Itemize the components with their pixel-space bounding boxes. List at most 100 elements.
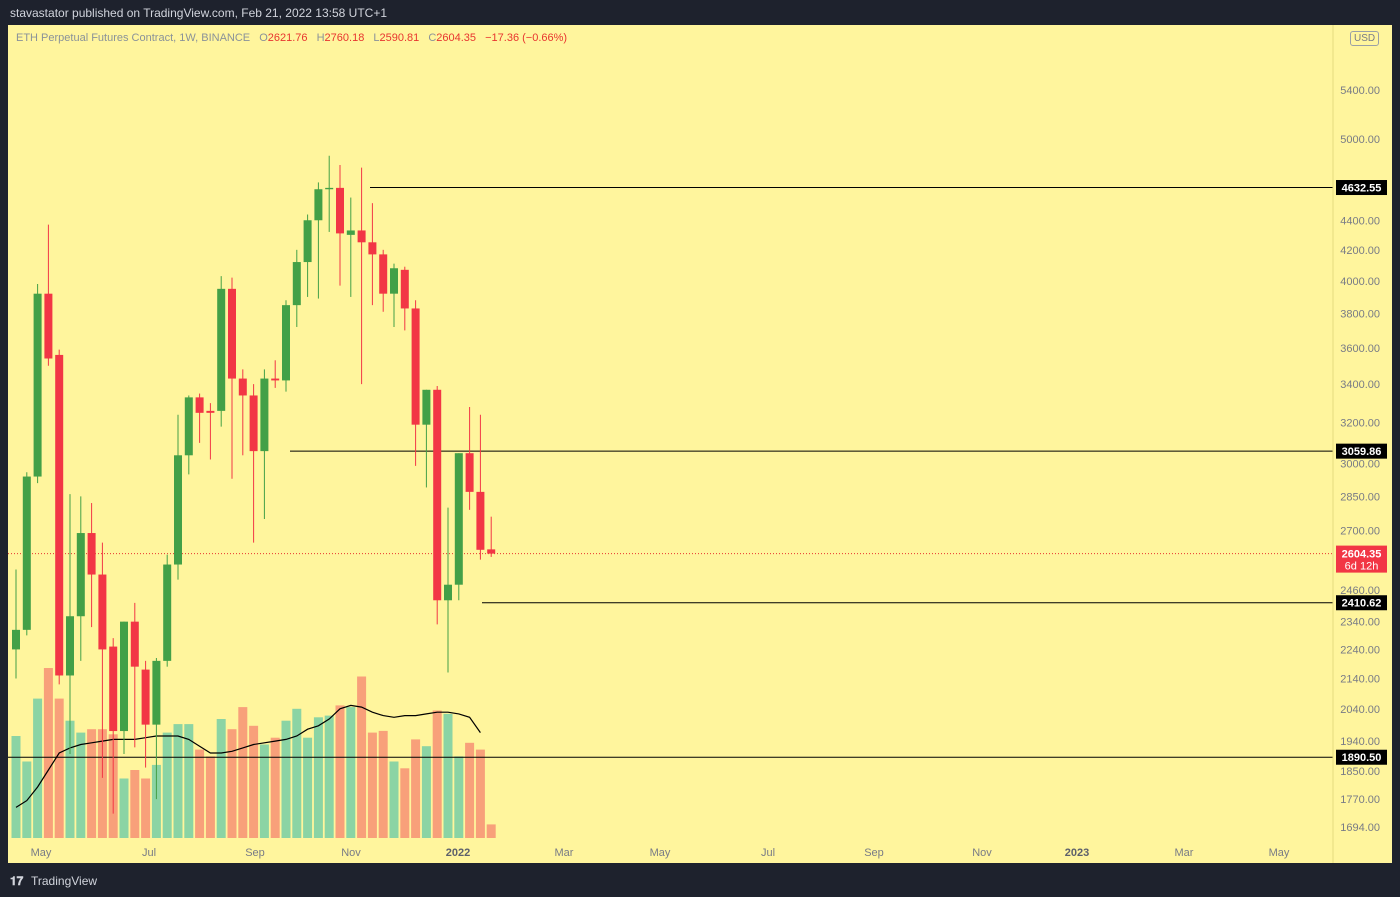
volume-bar [54,698,64,838]
candle-body [55,354,64,676]
time-tick-label: Jul [761,847,775,859]
candle-body [454,453,463,585]
price-tick-label: 2140.00 [1340,673,1380,685]
candle-body [163,564,172,661]
candle-body [271,378,280,381]
chart-pane[interactable]: 5400.00 5000.00 4400.00 4200.00 4000.00 3800.… [8,25,1392,863]
footer: 𝟏𝟕 TradingView [0,863,1400,897]
volume-bar [184,724,194,838]
candle-body [411,308,420,425]
candle-body [379,254,388,294]
volume-bar [249,725,259,838]
price-tick-label: 2460.00 [1340,585,1380,597]
time-tick-label: Mar [555,847,574,859]
candle-body [390,268,398,294]
candle-body [22,476,31,630]
price-tick-label: 2040.00 [1340,704,1380,716]
last-price-label: 2604.35 [1342,549,1382,561]
volume-bar [130,770,140,838]
volume-bar [205,756,215,838]
volume-bar [259,744,269,838]
price-tick-label: 4400.00 [1340,215,1380,227]
price-tick-label: 2240.00 [1340,644,1380,656]
price-tick-label: 3200.00 [1340,418,1380,430]
volume-bar [76,732,86,838]
candle-body [152,660,161,725]
candle-body [292,262,301,306]
volume-bar [65,720,75,838]
price-tick-label: 3600.00 [1340,343,1380,355]
price-chart[interactable]: 5400.00 5000.00 4400.00 4200.00 4000.00 3800.… [8,25,1392,863]
volume-bar [367,732,377,838]
time-tick-label: May [1269,847,1290,859]
time-tick-label: Sep [245,847,265,859]
candle-body [184,397,193,456]
low-value: 2590.81 [379,32,420,44]
candle-body [66,616,74,676]
volume-bar [443,713,453,838]
price-tick-label: 2700.00 [1340,526,1380,538]
time-tick-label: May [31,847,52,859]
volume-bar [141,778,151,838]
price-tick-label: 3400.00 [1340,379,1380,391]
candle-body [109,646,118,732]
candle-body [303,220,312,263]
price-tick-label: 5400.00 [1340,85,1380,97]
candle-body [217,288,226,411]
candle-body [282,305,290,381]
level-price-tag [1336,180,1387,196]
candle-body [487,549,496,554]
time-tick-label: Mar [1175,847,1194,859]
last-price-tag [1336,545,1387,573]
volume-bar [292,708,302,838]
volume-bar [421,746,431,838]
volume-bar [432,710,442,838]
volume-bar [346,707,356,838]
volume-bar [119,778,129,838]
currency-badge[interactable]: USD [1350,31,1380,46]
volume-bar [227,729,237,838]
candle-body [44,293,53,359]
candle-body [98,574,107,650]
time-tick-label: 2023 [1065,847,1089,859]
candle-body [314,189,323,221]
volume-bar [465,742,475,838]
time-tick-label: Nov [972,847,992,859]
candle-body [325,187,334,190]
close-label: C [428,32,437,44]
candle-body [33,293,42,477]
volume-bar [97,729,107,838]
candle-body [195,397,204,413]
time-tick-label: 2022 [446,847,470,859]
price-tick-label: 3000.00 [1340,459,1380,471]
candle-body [357,230,366,243]
price-tick-label: 2340.00 [1340,617,1380,629]
candle-body [228,288,236,379]
candle-body [476,491,485,550]
level-price-tag [1336,443,1387,459]
candle-body [87,533,96,575]
change-value: −17.36 (−0.66%) [485,32,568,44]
volume-ma-line [15,704,481,808]
candle-body [465,453,474,492]
candle-body [76,533,85,617]
low-label: L [373,32,380,44]
volume-bar [454,756,464,838]
candle-body [249,395,258,452]
volume-bar [281,720,291,838]
time-tick-label: May [650,847,671,859]
candle-body [336,187,344,234]
level-price-tag [1336,595,1387,611]
volume-bar [270,737,280,838]
bar-countdown-label: 6d 12h [1345,561,1379,573]
volume-bar [475,749,485,838]
level-price-tag [1336,749,1387,765]
volume-bar [162,732,172,838]
candle-body [130,621,139,667]
candle-body [141,669,150,725]
price-tick-label: 1940.00 [1340,736,1380,748]
publish-info: stavastator published on TradingView.com… [10,6,388,20]
price-tick-label: 3800.00 [1340,308,1380,320]
volume-bar [411,739,421,838]
price-tick-label: 1850.00 [1340,766,1380,778]
